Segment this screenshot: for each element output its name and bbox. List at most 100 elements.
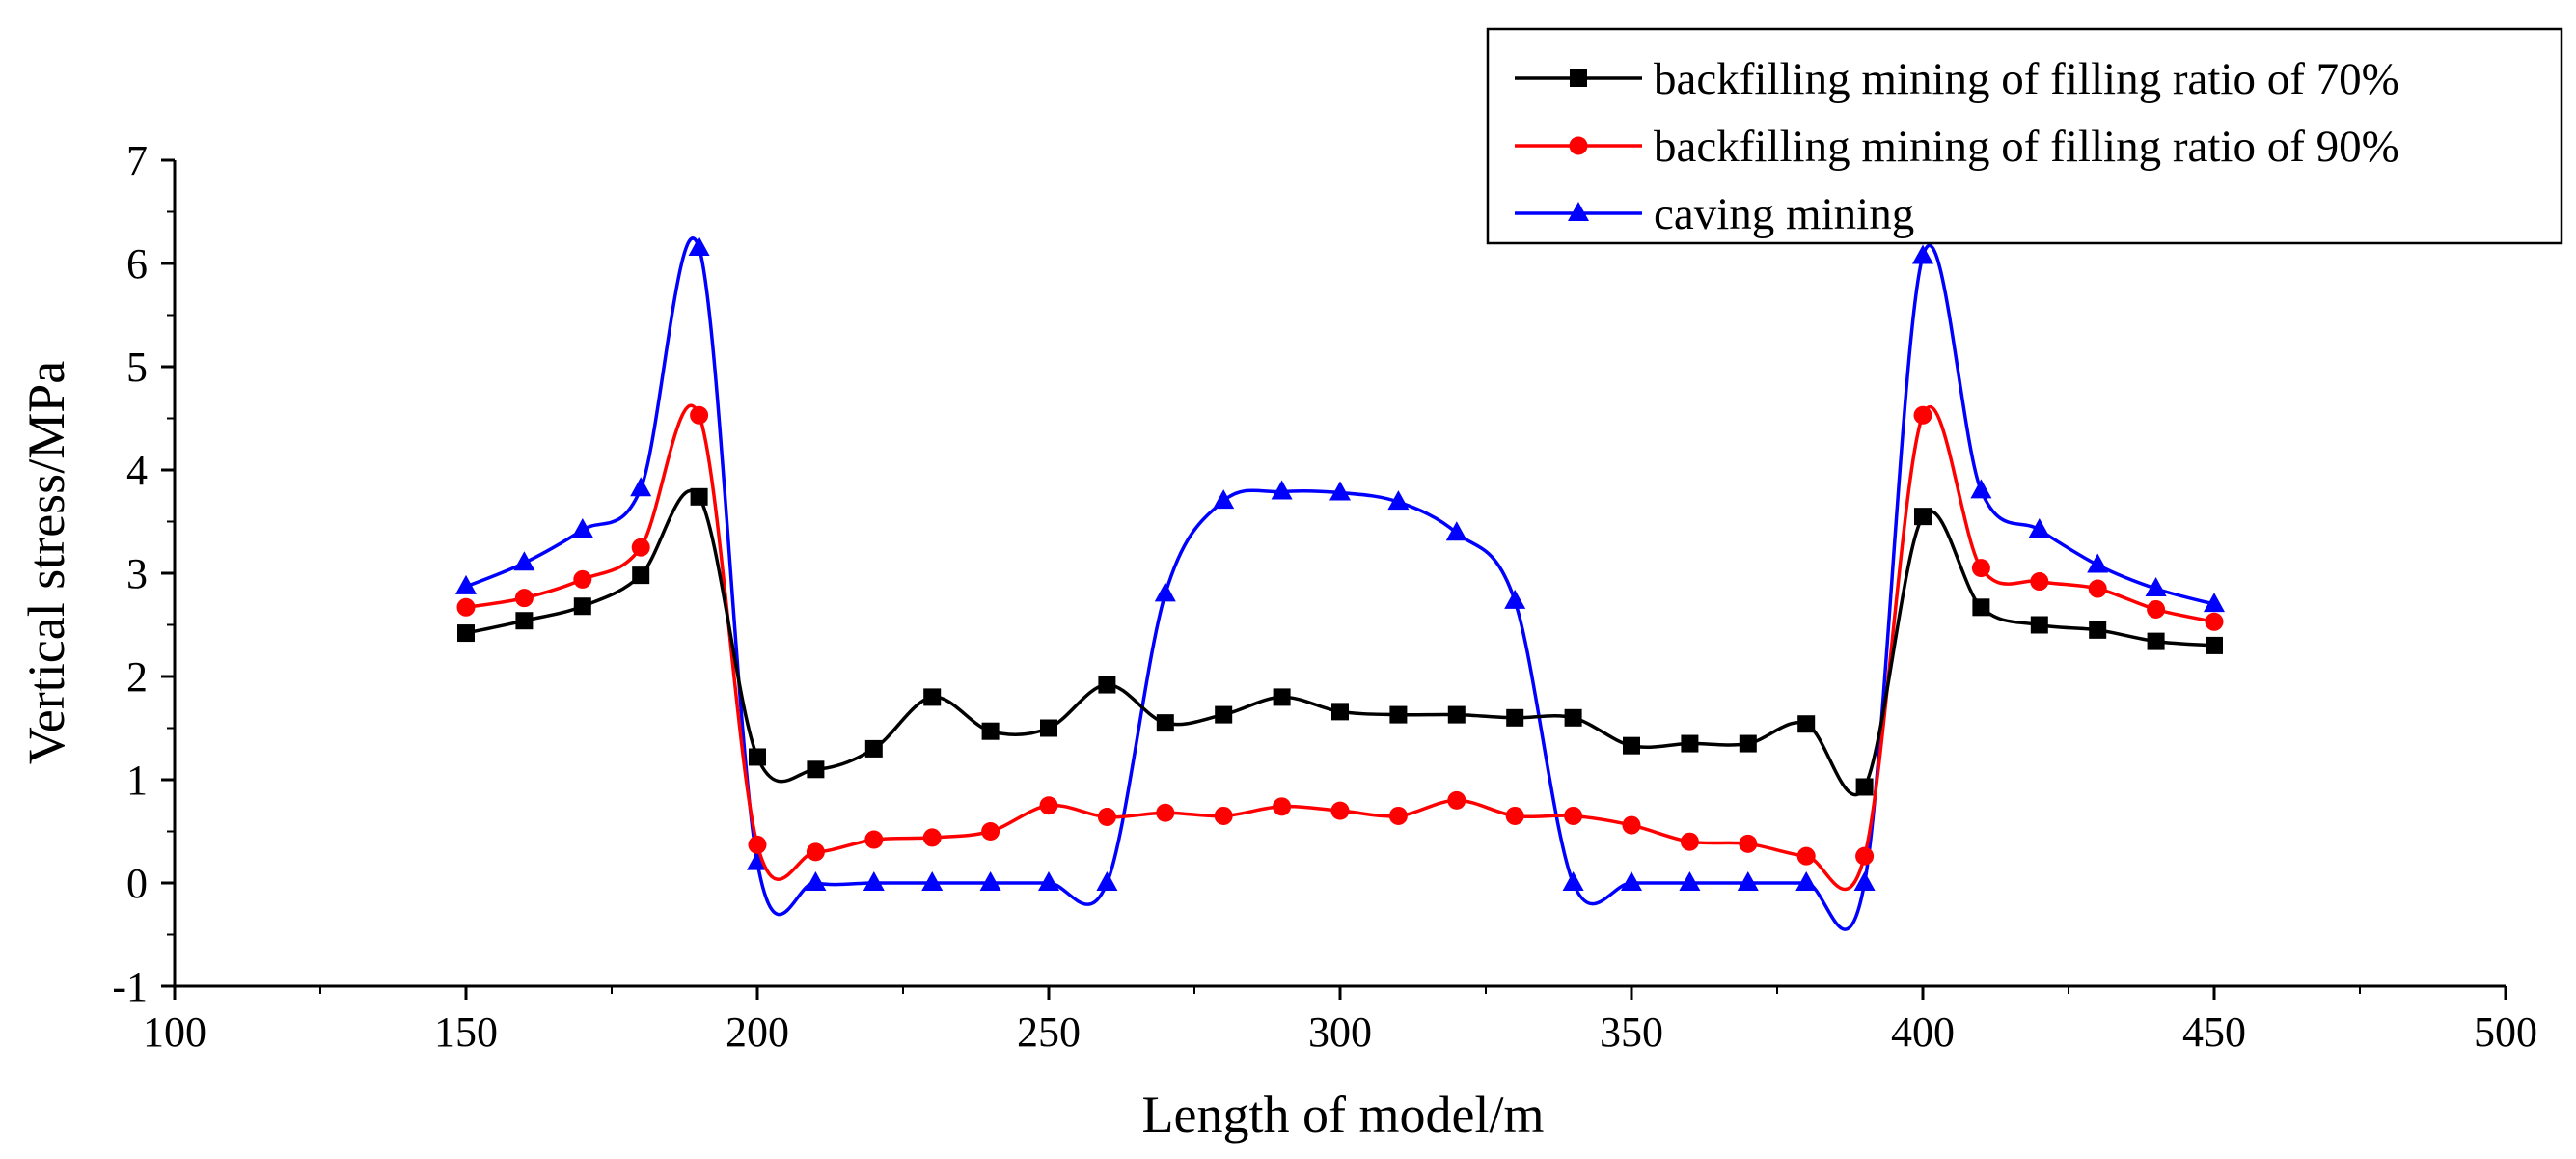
- series-square: [457, 487, 2223, 797]
- data-point: [1623, 736, 1640, 755]
- data-point: [2087, 553, 2109, 573]
- data-point: [1797, 715, 1816, 733]
- data-point: [863, 871, 885, 891]
- data-point: [1679, 871, 1701, 891]
- series-circle: [456, 403, 2224, 892]
- data-point: [1681, 734, 1699, 753]
- data-point: [455, 574, 477, 594]
- data-point: [2204, 593, 2225, 613]
- data-point: [1737, 871, 1759, 891]
- data-point: [632, 566, 650, 585]
- data-point: [749, 748, 766, 766]
- x-tick-label: 350: [1600, 1008, 1663, 1056]
- data-point: [1564, 806, 1583, 825]
- data-point: [515, 612, 534, 630]
- data-point: [2206, 636, 2223, 654]
- series-layer: [455, 235, 2225, 931]
- data-point: [514, 589, 534, 608]
- data-point: [1621, 871, 1642, 891]
- data-point: [1913, 405, 1932, 425]
- data-point: [981, 722, 1000, 740]
- data-point: [1970, 479, 1992, 499]
- x-tick-label: 150: [434, 1008, 498, 1056]
- data-point: [1271, 480, 1293, 500]
- data-point: [456, 597, 476, 617]
- data-point: [1739, 734, 1757, 753]
- data-point: [1855, 778, 1874, 796]
- data-point: [1972, 598, 1990, 617]
- data-point: [1795, 871, 1818, 891]
- data-point: [2028, 518, 2050, 538]
- data-point: [922, 828, 942, 847]
- data-point: [923, 688, 942, 706]
- data-point: [2088, 579, 2107, 598]
- data-point: [806, 842, 825, 862]
- legend-label: caving mining: [1654, 189, 1914, 239]
- data-point: [1331, 703, 1349, 721]
- data-point: [864, 830, 884, 849]
- data-point: [688, 235, 710, 256]
- data-point: [979, 871, 1001, 891]
- data-point: [2147, 599, 2166, 619]
- x-tick-label: 500: [2474, 1008, 2537, 1056]
- data-point: [1215, 705, 1233, 724]
- legend-marker: [1568, 202, 1589, 221]
- data-point: [1562, 871, 1584, 891]
- x-tick-label: 300: [1308, 1008, 1372, 1056]
- data-point: [1038, 871, 1059, 891]
- data-point: [1330, 801, 1350, 820]
- data-point: [864, 739, 883, 758]
- legend-box: [1486, 27, 2563, 245]
- axes: 100 150 200 250 300 350 400 450 500 -1 0 1 2 3 4 5 6 7: [112, 137, 2537, 1056]
- data-point: [1388, 806, 1408, 825]
- data-point: [2145, 577, 2167, 597]
- data-point: [1447, 705, 1466, 724]
- data-point: [2147, 632, 2165, 650]
- data-point: [1564, 708, 1582, 727]
- legend-marker: [1570, 69, 1587, 87]
- data-point: [807, 760, 825, 779]
- legend-marker: [1569, 136, 1588, 155]
- data-point: [573, 569, 592, 589]
- y-tick-label: 7: [126, 137, 148, 184]
- y-tick-label: 6: [126, 240, 148, 288]
- data-point: [1622, 815, 1641, 835]
- data-point: [1156, 803, 1175, 822]
- data-point: [1389, 705, 1408, 724]
- data-point: [1796, 846, 1816, 866]
- data-point: [1387, 490, 1410, 511]
- y-tick-label: -1: [112, 963, 148, 1010]
- legend-label: backfilling mining of filling ratio of 7…: [1654, 54, 2399, 104]
- data-point: [1853, 871, 1876, 891]
- legend-item: caving mining: [1515, 189, 1914, 239]
- data-point: [1855, 846, 1875, 866]
- x-tick-label: 450: [2182, 1008, 2246, 1056]
- data-point: [1273, 797, 1292, 816]
- data-point: [1447, 790, 1466, 810]
- data-point: [1156, 714, 1174, 732]
- data-point: [1329, 481, 1351, 501]
- series-line: [465, 236, 2215, 931]
- data-point: [1154, 582, 1176, 602]
- y-tick-label: 3: [126, 550, 148, 597]
- data-point: [1680, 832, 1699, 851]
- data-point: [1506, 708, 1524, 727]
- data-point: [1445, 521, 1467, 541]
- data-point: [1039, 796, 1058, 815]
- data-point: [2030, 616, 2048, 634]
- data-point: [630, 477, 652, 497]
- data-point: [513, 551, 535, 571]
- data-point: [1096, 871, 1118, 891]
- data-point: [1505, 806, 1524, 825]
- x-tick-label: 250: [1017, 1008, 1081, 1056]
- data-point: [573, 597, 591, 616]
- y-tick-label: 5: [126, 344, 148, 391]
- data-point: [1504, 589, 1526, 609]
- data-point: [571, 518, 593, 538]
- legend: backfilling mining of filling ratio of 7…: [1486, 27, 2563, 245]
- legend-label: backfilling mining of filling ratio of 9…: [1654, 122, 2399, 172]
- data-point: [1739, 834, 1758, 853]
- data-point: [457, 624, 475, 643]
- data-point: [690, 487, 708, 506]
- x-tick-label: 100: [143, 1008, 206, 1056]
